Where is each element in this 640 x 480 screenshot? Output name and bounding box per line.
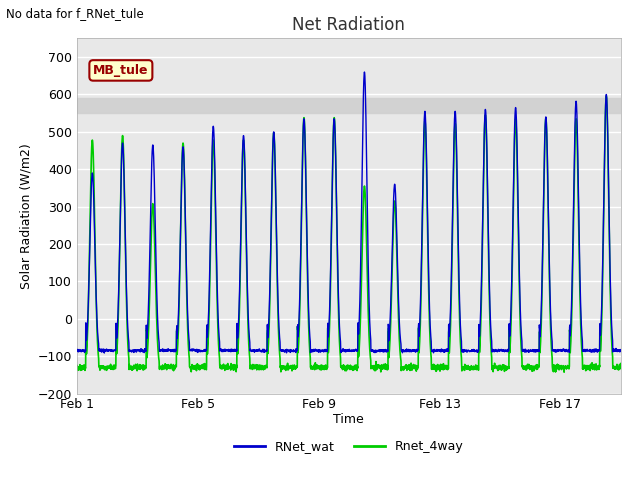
Legend: RNet_wat, Rnet_4way: RNet_wat, Rnet_4way — [229, 435, 468, 458]
Y-axis label: Solar Radiation (W/m2): Solar Radiation (W/m2) — [19, 143, 32, 289]
Title: Net Radiation: Net Radiation — [292, 16, 405, 34]
Text: No data for f_RNet_tule: No data for f_RNet_tule — [6, 7, 144, 20]
Bar — [77, 98, 621, 113]
Text: MB_tule: MB_tule — [93, 64, 148, 77]
X-axis label: Time: Time — [333, 413, 364, 426]
